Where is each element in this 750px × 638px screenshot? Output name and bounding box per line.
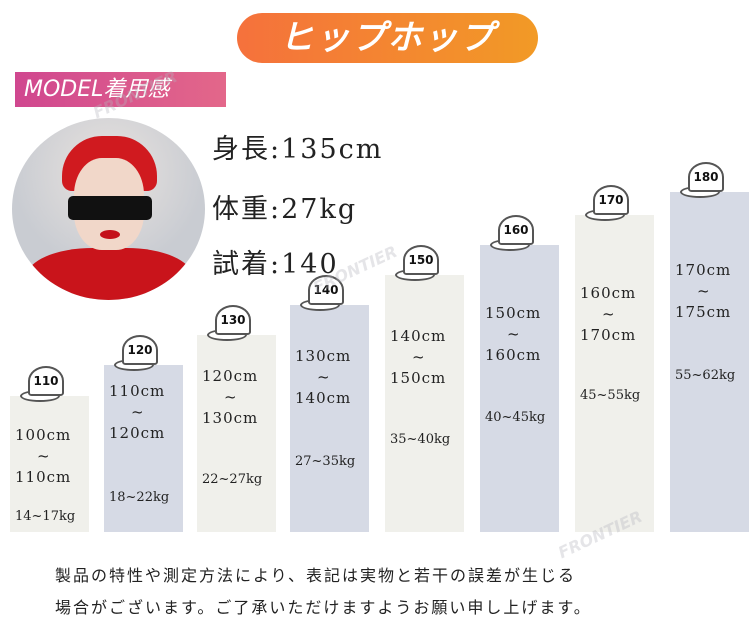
- height-to: 175cm: [675, 303, 732, 321]
- height-range: 140cm ~150cm: [390, 326, 446, 389]
- height-range: 100cm ~110cm: [15, 425, 71, 488]
- cap-icon: 160: [490, 215, 548, 253]
- footer-note-line-1: 製品の特性や測定方法により、表記は実物と若干の誤差が生じる: [55, 566, 577, 585]
- size-label: 140: [308, 275, 344, 305]
- stat-label: 試着: [212, 249, 270, 280]
- model-photo: [12, 118, 205, 300]
- height-to: 160cm: [485, 346, 542, 364]
- height-range: 120cm ~130cm: [202, 366, 258, 429]
- cap-icon: 140: [300, 275, 358, 313]
- height-from: 150cm: [485, 304, 542, 322]
- tilde: ~: [507, 325, 521, 343]
- size-bar-110: [10, 396, 89, 532]
- cap-icon: 120: [114, 335, 172, 373]
- weight-range: 18~22kg: [109, 490, 170, 505]
- height-range: 150cm ~160cm: [485, 303, 541, 366]
- height-to: 170cm: [580, 326, 637, 344]
- height-from: 120cm: [202, 367, 259, 385]
- size-bar-180: [670, 192, 749, 532]
- size-bar-150: [385, 275, 464, 532]
- cap-icon: 130: [207, 305, 265, 343]
- weight-range: 27~35kg: [295, 454, 356, 469]
- tilde: ~: [412, 348, 426, 366]
- size-bar-120: [104, 365, 183, 532]
- size-label: 110: [28, 366, 64, 396]
- height-from: 130cm: [295, 347, 352, 365]
- cap-icon: 170: [585, 185, 643, 223]
- height-to: 130cm: [202, 409, 259, 427]
- height-from: 170cm: [675, 261, 732, 279]
- stat-value: 27kg: [281, 194, 358, 225]
- size-bar-140: [290, 305, 369, 532]
- size-label: 170: [593, 185, 629, 215]
- height-from: 110cm: [109, 382, 166, 400]
- tilde: ~: [37, 447, 51, 465]
- height-range: 110cm ~120cm: [109, 381, 165, 444]
- size-label: 180: [688, 162, 724, 192]
- height-from: 140cm: [390, 327, 447, 345]
- size-label: 160: [498, 215, 534, 245]
- size-label: 150: [403, 245, 439, 275]
- height-range: 160cm ~170cm: [580, 283, 636, 346]
- category-title-badge: ヒップホップ: [237, 13, 538, 63]
- tilde: ~: [224, 388, 238, 406]
- height-to: 140cm: [295, 389, 352, 407]
- model-tried-size: 試着:140: [212, 249, 339, 280]
- footer-note-line-2: 場合がございます。ご了承いただけますようお願い申し上げます。: [55, 598, 592, 617]
- weight-range: 55~62kg: [675, 368, 736, 383]
- tilde: ~: [131, 403, 145, 421]
- height-to: 120cm: [109, 424, 166, 442]
- height-to: 150cm: [390, 369, 447, 387]
- model-height: 身長:135cm: [212, 134, 384, 165]
- size-label: 130: [215, 305, 251, 335]
- height-to: 110cm: [15, 468, 72, 486]
- height-from: 160cm: [580, 284, 637, 302]
- stat-label: 体重: [212, 194, 270, 225]
- size-label: 120: [122, 335, 158, 365]
- weight-range: 22~27kg: [202, 472, 263, 487]
- stat-value: 135cm: [281, 134, 384, 165]
- cap-icon: 150: [395, 245, 453, 283]
- tilde: ~: [697, 282, 711, 300]
- size-bar-170: [575, 215, 654, 532]
- model-label-badge: MODEL着用感: [15, 72, 226, 107]
- cap-icon: 180: [680, 162, 738, 200]
- stat-label: 身長: [212, 134, 270, 165]
- weight-range: 14~17kg: [15, 509, 76, 524]
- weight-range: 40~45kg: [485, 410, 546, 425]
- height-range: 170cm ~175cm: [675, 260, 731, 323]
- size-bar-130: [197, 335, 276, 532]
- tilde: ~: [317, 368, 331, 386]
- cap-icon: 110: [20, 366, 78, 404]
- tilde: ~: [602, 305, 616, 323]
- stat-value: 140: [281, 249, 339, 280]
- weight-range: 45~55kg: [580, 388, 641, 403]
- height-from: 100cm: [15, 426, 72, 444]
- weight-range: 35~40kg: [390, 432, 451, 447]
- size-bar-160: [480, 245, 559, 532]
- height-range: 130cm ~140cm: [295, 346, 351, 409]
- model-weight: 体重:27kg: [212, 194, 358, 225]
